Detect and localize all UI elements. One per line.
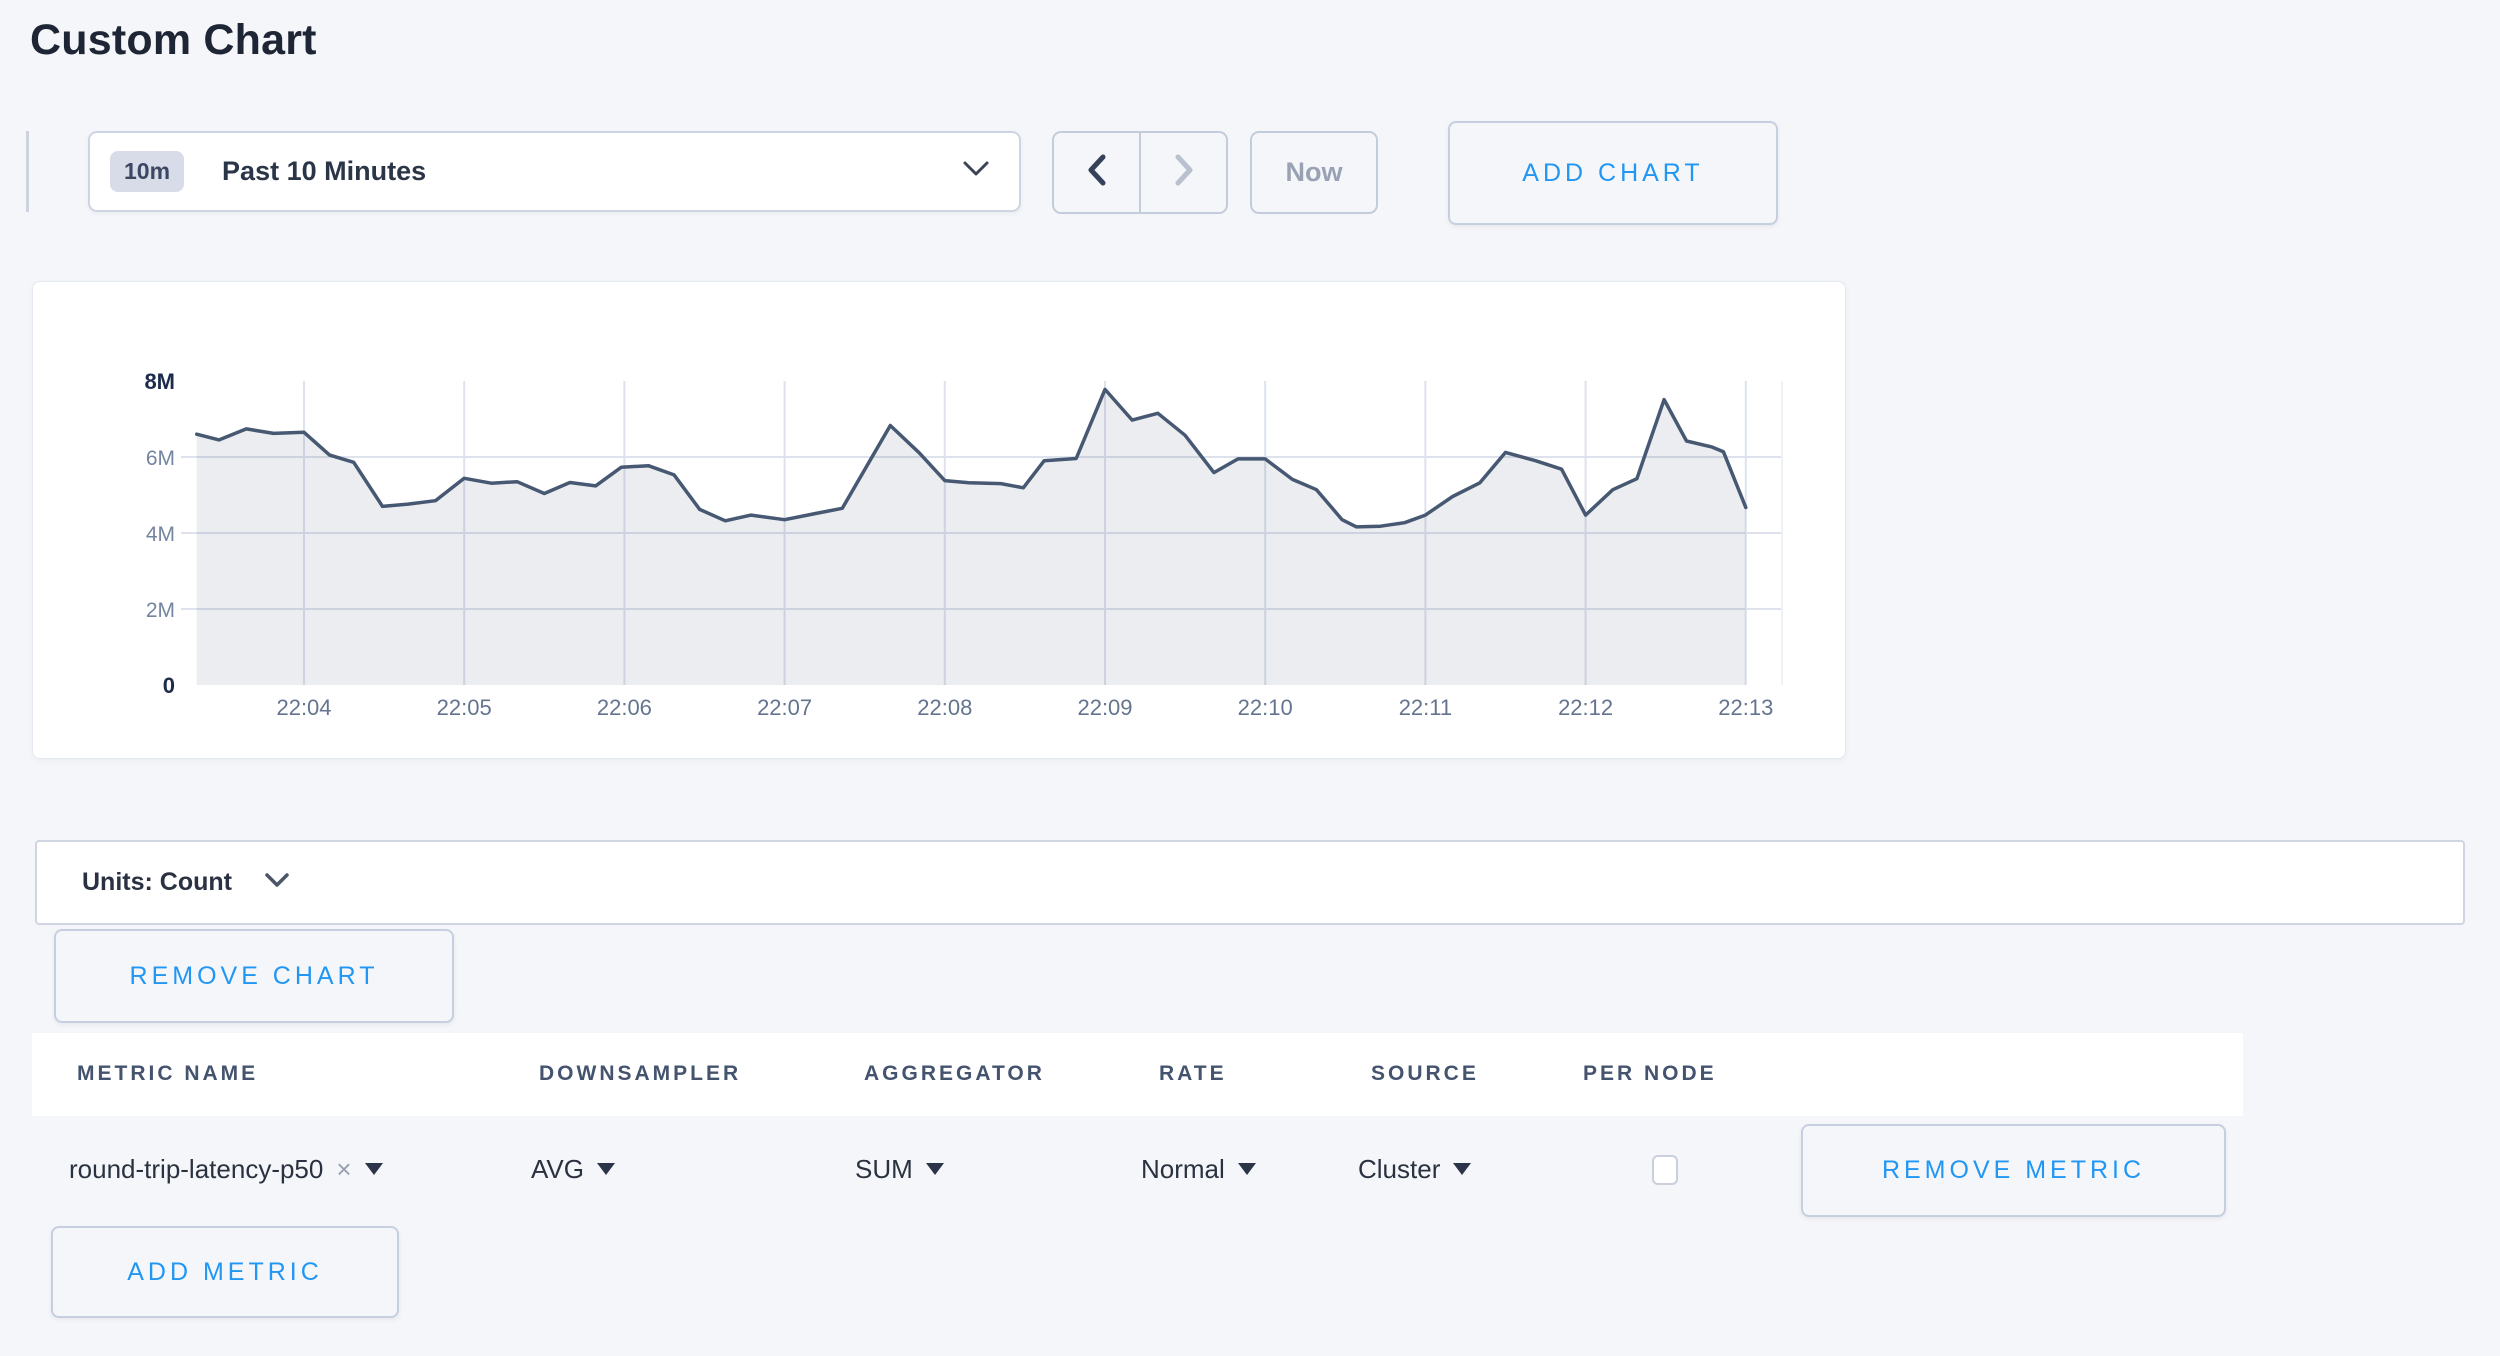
svg-text:2M: 2M xyxy=(146,599,175,622)
next-time-button[interactable] xyxy=(1139,133,1226,212)
per-node-checkbox[interactable] xyxy=(1652,1155,1678,1185)
chart-card: 8M 6M 4M 2M 0 22:04 22:05 22:06 22:07 22:08 22:09 2… xyxy=(32,281,1846,759)
svg-text:22:09: 22:09 xyxy=(1077,695,1132,720)
caret-down-icon xyxy=(596,1163,615,1175)
time-step-button-group xyxy=(1052,131,1228,214)
x-axis-labels: 22:04 22:05 22:06 22:07 22:08 22:09 22:10 22:11… xyxy=(276,695,1773,720)
metric-name-select[interactable]: round-trip-latency-p50 × xyxy=(69,1150,383,1188)
caret-down-icon xyxy=(1237,1163,1256,1175)
caret-down-icon xyxy=(364,1163,383,1175)
downsampler-value: AVG xyxy=(531,1153,584,1184)
metric-name-value: round-trip-latency-p50 xyxy=(69,1153,324,1184)
clear-metric-icon[interactable]: × xyxy=(336,1154,352,1184)
caret-down-icon xyxy=(1453,1163,1472,1175)
svg-text:8M: 8M xyxy=(144,369,175,394)
caret-down-icon xyxy=(925,1163,944,1175)
svg-text:22:07: 22:07 xyxy=(757,695,812,720)
add-chart-button[interactable]: ADD CHART xyxy=(1448,121,1778,225)
svg-text:22:04: 22:04 xyxy=(276,695,331,720)
svg-text:22:06: 22:06 xyxy=(597,695,652,720)
source-select[interactable]: Cluster xyxy=(1358,1150,1472,1188)
time-range-badge: 10m xyxy=(110,151,185,192)
y-axis-labels: 8M 6M 4M 2M 0 xyxy=(144,369,175,698)
now-button[interactable]: Now xyxy=(1250,131,1378,214)
page-title: Custom Chart xyxy=(30,16,317,64)
svg-text:22:10: 22:10 xyxy=(1238,695,1293,720)
col-header-metric-name: METRIC NAME xyxy=(77,1062,259,1085)
col-header-downsampler: DOWNSAMPLER xyxy=(539,1062,742,1085)
time-range-label: Past 10 Minutes xyxy=(222,156,427,186)
metrics-table-header xyxy=(32,1033,2243,1116)
remove-metric-button[interactable]: REMOVE METRIC xyxy=(1801,1124,2226,1217)
svg-text:22:05: 22:05 xyxy=(437,695,492,720)
svg-text:22:13: 22:13 xyxy=(1718,695,1773,720)
aggregator-value: SUM xyxy=(855,1153,913,1184)
chart-gridlines xyxy=(181,381,1783,685)
svg-text:0: 0 xyxy=(163,673,175,698)
add-metric-button[interactable]: ADD METRIC xyxy=(51,1226,399,1318)
svg-text:22:11: 22:11 xyxy=(1399,695,1452,720)
aggregator-select[interactable]: SUM xyxy=(855,1150,944,1188)
chevron-down-icon xyxy=(264,872,290,894)
units-label: Units: Count xyxy=(82,868,232,896)
svg-text:22:12: 22:12 xyxy=(1558,695,1613,720)
rate-value: Normal xyxy=(1141,1153,1225,1184)
col-header-aggregator: AGGREGATOR xyxy=(864,1062,1045,1085)
chart-area xyxy=(196,389,1746,685)
prev-time-button[interactable] xyxy=(1054,133,1139,212)
rate-select[interactable]: Normal xyxy=(1141,1150,1256,1188)
chart-line xyxy=(194,387,1748,529)
downsampler-select[interactable]: AVG xyxy=(531,1150,615,1188)
svg-text:22:08: 22:08 xyxy=(917,695,972,720)
col-header-source: SOURCE xyxy=(1371,1062,1479,1085)
chevron-down-icon xyxy=(961,159,991,184)
svg-text:6M: 6M xyxy=(146,447,175,470)
units-dropdown[interactable]: Units: Count xyxy=(35,840,2465,925)
source-value: Cluster xyxy=(1358,1153,1441,1184)
col-header-per-node: PER NODE xyxy=(1583,1062,1717,1085)
col-header-rate: RATE xyxy=(1159,1062,1227,1085)
remove-chart-button[interactable]: REMOVE CHART xyxy=(54,929,454,1023)
svg-text:4M: 4M xyxy=(146,523,175,546)
time-range-dropdown[interactable]: 10m Past 10 Minutes xyxy=(88,131,1021,212)
chevron-left-icon xyxy=(1082,151,1112,194)
chevron-right-icon xyxy=(1169,151,1199,194)
toolbar-left-divider xyxy=(26,131,29,212)
